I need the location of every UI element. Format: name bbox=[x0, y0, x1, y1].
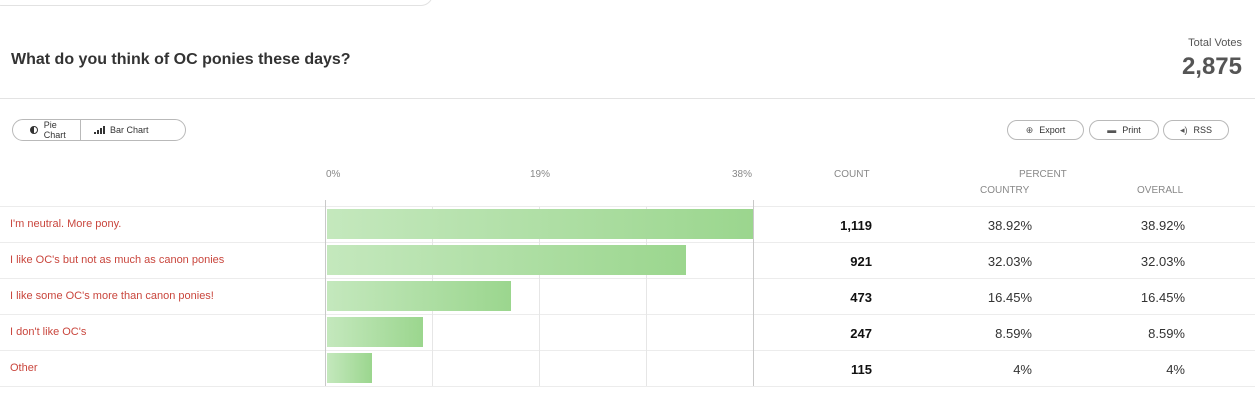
option-count: 247 bbox=[850, 326, 872, 341]
poll-question: What do you think of OC ponies these day… bbox=[11, 51, 351, 68]
row-divider bbox=[0, 278, 1255, 279]
option-label: I'm neutral. More pony. bbox=[10, 218, 122, 230]
count-header: COUNT bbox=[834, 169, 870, 180]
export-label: Export bbox=[1039, 125, 1066, 135]
pie-chart-button[interactable]: Pie Chart bbox=[13, 120, 81, 140]
country-header: COUNTRY bbox=[980, 185, 1030, 196]
option-label: I like some OC's more than canon ponies! bbox=[10, 290, 214, 302]
row-divider bbox=[0, 386, 1255, 387]
rss-label: RSS bbox=[1193, 125, 1213, 135]
bar-0 bbox=[327, 209, 753, 239]
bar-chart-icon bbox=[94, 126, 105, 134]
option-percent-country: 8.59% bbox=[995, 326, 1032, 341]
row-divider bbox=[0, 350, 1255, 351]
chart-axis-line bbox=[325, 200, 326, 386]
option-label: I don't like OC's bbox=[10, 326, 87, 338]
chart-type-toggle: Pie Chart Bar Chart bbox=[12, 119, 186, 141]
option-percent-overall: 38.92% bbox=[1140, 218, 1185, 233]
bar-chart-label: Bar Chart bbox=[110, 125, 149, 135]
option-count: 1,119 bbox=[840, 218, 872, 233]
row-divider bbox=[0, 242, 1255, 243]
option-percent-overall: 8.59% bbox=[1148, 326, 1185, 341]
bar-chart-button[interactable]: Bar Chart bbox=[81, 120, 149, 140]
option-percent-overall: 16.45% bbox=[1140, 290, 1185, 305]
print-button[interactable]: ▬ Print bbox=[1089, 120, 1159, 140]
option-percent-overall: 4% bbox=[1166, 362, 1185, 377]
pie-chart-label: Pie Chart bbox=[43, 120, 66, 140]
rss-button[interactable]: ◂) RSS bbox=[1163, 120, 1229, 140]
total-votes-label: Total Votes bbox=[1188, 37, 1242, 49]
search-box-stub bbox=[0, 0, 433, 6]
option-count: 473 bbox=[850, 290, 872, 305]
axis-tick-2: 38% bbox=[732, 169, 753, 180]
option-percent-country: 32.03% bbox=[987, 254, 1032, 269]
bar-2 bbox=[327, 281, 512, 311]
option-percent-country: 38.92% bbox=[987, 218, 1032, 233]
bar-3 bbox=[327, 317, 424, 347]
bar-1 bbox=[327, 245, 687, 275]
row-divider bbox=[0, 206, 1255, 207]
percent-header: PERCENT bbox=[1019, 169, 1067, 180]
option-count: 921 bbox=[850, 254, 872, 269]
option-label: Other bbox=[10, 362, 38, 374]
header-divider bbox=[0, 98, 1255, 99]
option-label: I like OC's but not as much as canon pon… bbox=[10, 254, 225, 266]
print-icon: ▬ bbox=[1107, 125, 1117, 135]
row-divider bbox=[0, 314, 1255, 315]
axis-tick-1: 19% bbox=[530, 169, 551, 180]
option-percent-overall: 32.03% bbox=[1140, 254, 1185, 269]
option-percent-country: 4% bbox=[1013, 362, 1032, 377]
option-percent-country: 16.45% bbox=[987, 290, 1032, 305]
pie-chart-icon bbox=[30, 126, 38, 134]
option-count: 115 bbox=[851, 362, 872, 377]
rss-icon: ◂) bbox=[1179, 124, 1188, 135]
total-votes-value: 2,875 bbox=[1181, 53, 1242, 80]
overall-header: OVERALL bbox=[1137, 185, 1184, 196]
chart-axis-end-line bbox=[753, 200, 754, 386]
axis-tick-0: 0% bbox=[326, 169, 341, 180]
export-button[interactable]: ⊕ Export bbox=[1007, 120, 1084, 140]
bar-4 bbox=[327, 353, 372, 383]
grid-line bbox=[646, 207, 647, 386]
grid-line bbox=[539, 207, 540, 386]
export-icon: ⊕ bbox=[1025, 124, 1034, 135]
print-label: Print bbox=[1122, 125, 1141, 135]
